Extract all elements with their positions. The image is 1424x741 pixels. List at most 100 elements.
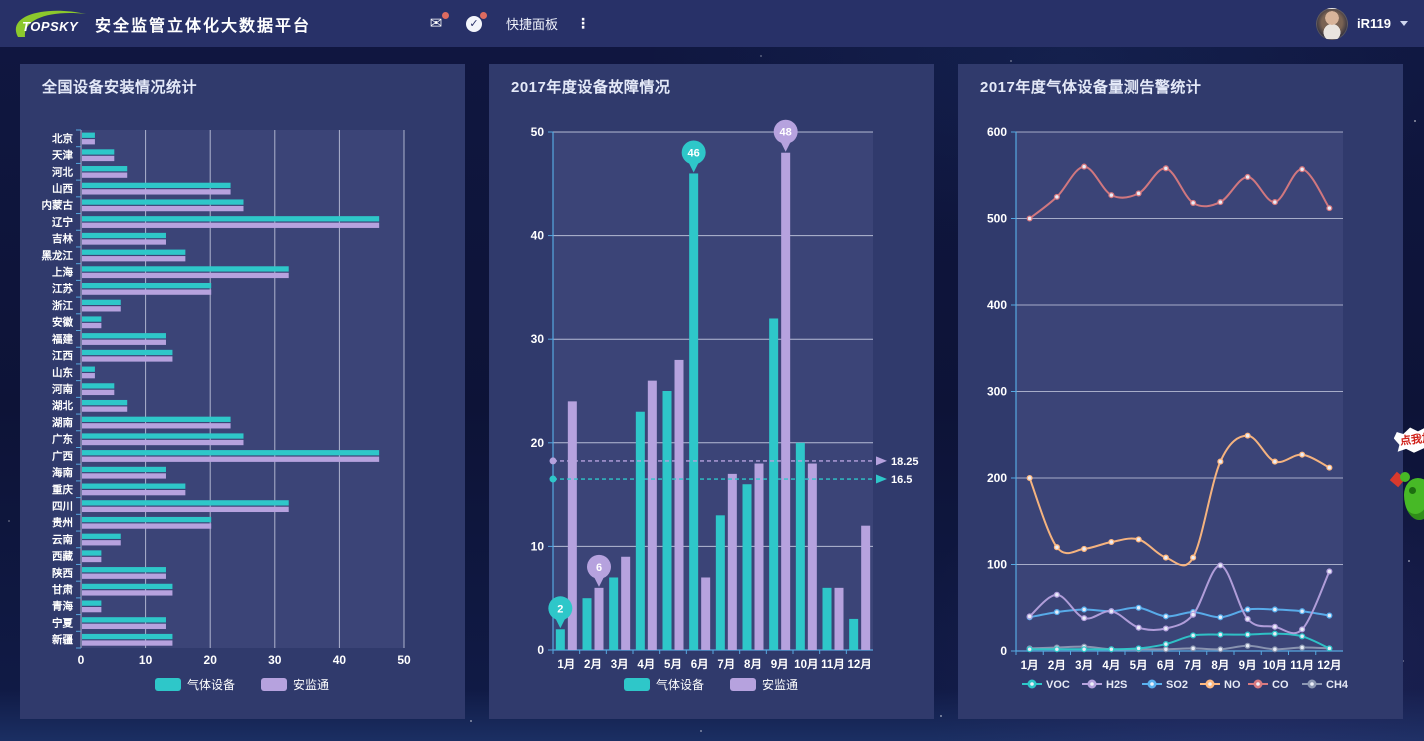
panel-installation-stats: 全国设备安装情况统计 北京 天津 河北 山西 内蒙古 辽宁 吉林 黑龙江 上海 江苏 浙江 安徽 福建江… xyxy=(20,64,465,719)
page-title: 安全监管立体化大数据平台 xyxy=(95,18,312,35)
bar-2月-气体设备 xyxy=(582,598,592,650)
bar-新疆-气体设备 xyxy=(82,633,173,640)
svg-text:新疆: 新疆 xyxy=(52,633,73,646)
bar-湖南-气体设备 xyxy=(82,416,231,422)
more-vertical-icon[interactable]: ⋮ xyxy=(576,15,591,31)
svg-text:天津: 天津 xyxy=(52,149,73,162)
gas-alarm-line-chart[interactable]: 0 100 200 300 400 500 600 1月 2月 3月 4月 5月 6月 7月 8月 9月 10月… xyxy=(958,110,1403,719)
bar-四川-安监通 xyxy=(82,506,289,513)
svg-text:2月: 2月 xyxy=(1048,659,1066,672)
nav-icons: ✉ ✓ 快捷面板 ⋮ xyxy=(426,0,590,47)
svg-text:300: 300 xyxy=(987,385,1007,399)
svg-text:广东: 广东 xyxy=(52,433,73,446)
marker-pin-气体设备-2: 2 xyxy=(548,596,573,629)
svg-text:3月: 3月 xyxy=(611,658,629,671)
legend-item-NO[interactable]: NO xyxy=(1200,679,1241,691)
bar-海南-气体设备 xyxy=(82,466,166,473)
bar-浙江-气体设备 xyxy=(82,299,121,305)
legend-item-H2S[interactable]: H2S xyxy=(1082,679,1127,691)
bar-河南-安监通 xyxy=(82,389,115,396)
bar-江西-气体设备 xyxy=(82,349,173,356)
legend-item-SO2[interactable]: SO2 xyxy=(1142,679,1188,691)
marker-pin-气体设备-46: 46 xyxy=(681,140,706,173)
bar-10月-气体设备 xyxy=(795,442,805,650)
panel-fault-stats: 2017年度设备故障情况 0 10 20 30 40 50 1月 2月 3月 4月 5月 6月 7月 8月… xyxy=(489,64,934,719)
svg-text:11月: 11月 xyxy=(1290,659,1314,672)
bar-甘肃-气体设备 xyxy=(82,583,173,590)
user-menu[interactable]: iR119 xyxy=(1316,0,1408,47)
bar-福建-气体设备 xyxy=(82,333,166,339)
svg-text:湖南: 湖南 xyxy=(52,416,73,429)
bar-云南-气体设备 xyxy=(82,533,121,539)
svg-text:CO: CO xyxy=(1272,679,1289,691)
svg-text:SO2: SO2 xyxy=(1166,679,1188,691)
installation-bar-chart[interactable]: 北京天津河北山西内蒙古辽宁吉林黑龙江上海江苏浙江安徽福建江西山东河南湖北湖南广东… xyxy=(20,110,465,719)
panel-gas-alarm-stats: 2017年度气体设备量测告警统计 0 100 200 300 400 500 600 1月 2月… xyxy=(958,64,1403,719)
bar-吉林-安监通 xyxy=(82,239,166,245)
topsky-logo[interactable]: TOPSKY xyxy=(10,7,92,41)
svg-text:9月: 9月 xyxy=(771,658,789,671)
bar-湖北-安监通 xyxy=(82,406,128,412)
bar-河北-气体设备 xyxy=(82,166,128,172)
logo-swoosh-icon xyxy=(15,10,87,37)
bar-西藏-气体设备 xyxy=(82,550,102,556)
bar-黑龙江-气体设备 xyxy=(82,249,186,255)
bar-4月-安监通 xyxy=(647,380,657,650)
quick-panel-button[interactable]: 快捷面板 xyxy=(506,17,559,32)
legend-item-安监通[interactable]: 安监通 xyxy=(261,677,329,692)
bar-青海-安监通 xyxy=(82,606,102,613)
svg-text:北京: 北京 xyxy=(52,132,73,145)
bar-新疆-安监通 xyxy=(82,640,173,646)
bar-5月-气体设备 xyxy=(662,391,672,650)
bar-云南-安监通 xyxy=(82,540,121,546)
svg-text:10月: 10月 xyxy=(1263,659,1287,672)
bar-宁夏-气体设备 xyxy=(82,617,166,623)
logo-text: TOPSKY xyxy=(22,19,79,34)
bar-天津-气体设备 xyxy=(82,149,115,155)
svg-text:12月: 12月 xyxy=(848,658,872,671)
bar-江西-安监通 xyxy=(82,356,173,362)
svg-text:CH4: CH4 xyxy=(1326,679,1349,691)
svg-text:18.25: 18.25 xyxy=(891,456,919,468)
bar-四川-气体设备 xyxy=(82,500,289,506)
svg-text:安徽: 安徽 xyxy=(52,316,73,329)
svg-text:0: 0 xyxy=(78,653,85,667)
bar-北京-气体设备 xyxy=(82,132,95,138)
legend-item-CH4[interactable]: CH4 xyxy=(1302,679,1349,691)
svg-text:500: 500 xyxy=(987,212,1007,226)
svg-text:5月: 5月 xyxy=(1130,659,1148,672)
legend-item-气体设备[interactable]: 气体设备 xyxy=(155,677,235,692)
svg-text:6月: 6月 xyxy=(691,658,709,671)
svg-text:4月: 4月 xyxy=(1102,659,1120,672)
mail-badge xyxy=(442,11,449,19)
bar-海南-安监通 xyxy=(82,473,166,479)
svg-text:河北: 河北 xyxy=(52,165,73,178)
svg-text:海南: 海南 xyxy=(52,466,73,479)
svg-text:广西: 广西 xyxy=(52,449,73,462)
chart-title-gas-alarms: 2017年度气体设备量测告警统计 xyxy=(980,79,1202,96)
svg-text:16.5: 16.5 xyxy=(891,474,912,486)
legend-item-安监通[interactable]: 安监通 xyxy=(730,677,798,692)
bar-8月-气体设备 xyxy=(742,484,752,650)
bar-天津-安监通 xyxy=(82,155,115,162)
svg-text:浙江: 浙江 xyxy=(52,299,73,312)
bar-广西-气体设备 xyxy=(82,450,380,456)
bar-江苏-气体设备 xyxy=(82,282,212,289)
svg-text:气体设备: 气体设备 xyxy=(187,677,235,692)
svg-text:30: 30 xyxy=(268,653,282,667)
mascot-speech-bubble[interactable]: 点我加 xyxy=(1393,423,1424,455)
avatar[interactable] xyxy=(1316,7,1349,40)
fault-bar-chart[interactable]: 0 10 20 30 40 50 1月 2月 3月 4月 5月 6月 7月 8月 9月 10月 11月 12月 18… xyxy=(489,110,934,719)
chart-title-installation: 全国设备安装情况统计 xyxy=(42,79,198,96)
legend-item-气体设备[interactable]: 气体设备 xyxy=(624,677,704,692)
check-circle-icon[interactable]: ✓ xyxy=(464,11,487,34)
svg-text:0: 0 xyxy=(537,643,544,657)
mail-icon[interactable]: ✉ xyxy=(426,11,449,34)
bar-4月-气体设备 xyxy=(635,411,645,650)
bar-10月-安监通 xyxy=(807,463,817,650)
legend-item-CO[interactable]: CO xyxy=(1248,679,1289,691)
svg-text:3月: 3月 xyxy=(1075,659,1093,672)
bar-6月-安监通 xyxy=(701,577,711,650)
floating-mascot[interactable]: 点我加 xyxy=(1389,423,1424,546)
legend-item-VOC[interactable]: VOC xyxy=(1022,679,1070,691)
